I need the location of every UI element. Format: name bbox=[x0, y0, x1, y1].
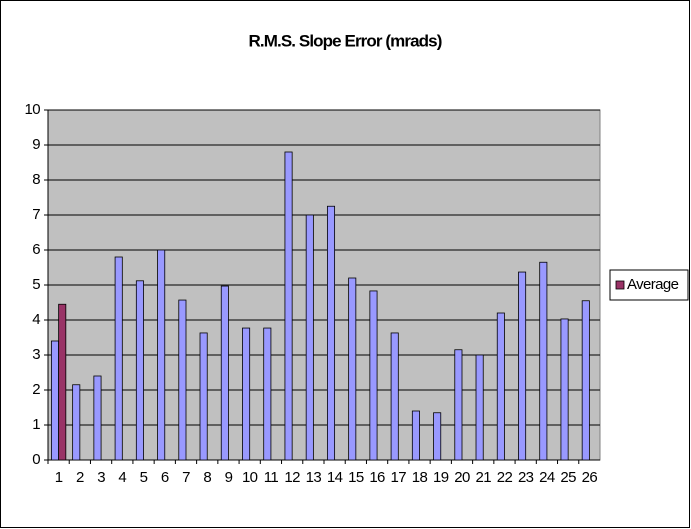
bar bbox=[220, 285, 229, 461]
bar bbox=[114, 256, 123, 461]
bar bbox=[263, 327, 272, 461]
bar bbox=[369, 290, 378, 461]
x-tick-label: 1 bbox=[55, 469, 63, 486]
x-tick-label: 14 bbox=[327, 469, 343, 486]
x-tick-label: 22 bbox=[497, 469, 513, 486]
legend-swatch bbox=[615, 280, 625, 290]
x-tick-label: 11 bbox=[264, 469, 279, 486]
x-tick-label: 26 bbox=[582, 469, 598, 486]
y-tick-label: 3 bbox=[32, 346, 40, 363]
x-tick-label: 6 bbox=[161, 469, 169, 486]
x-tick-label: 7 bbox=[182, 469, 190, 486]
y-tick-label: 6 bbox=[32, 241, 40, 258]
y-tick-label: 4 bbox=[32, 311, 40, 328]
legend-label: Average bbox=[627, 276, 679, 293]
x-tick-label: 16 bbox=[369, 469, 385, 486]
y-tick-label: 1 bbox=[32, 416, 40, 433]
y-tick-label: 8 bbox=[32, 171, 40, 188]
x-tick-label: 5 bbox=[140, 469, 148, 486]
bar bbox=[326, 205, 336, 461]
y-tick-label: 9 bbox=[32, 136, 40, 153]
bar bbox=[72, 384, 81, 461]
x-tick-label: 10 bbox=[242, 469, 258, 486]
x-tick-label: 20 bbox=[454, 469, 470, 486]
x-tick-label: 25 bbox=[560, 469, 576, 486]
bar bbox=[390, 332, 399, 461]
y-tick-label: 0 bbox=[32, 451, 40, 468]
x-tick-label: 19 bbox=[433, 469, 449, 486]
bar bbox=[135, 280, 144, 461]
x-tick-label: 2 bbox=[76, 469, 84, 486]
x-tick-label: 23 bbox=[518, 469, 534, 486]
bar bbox=[496, 312, 505, 461]
x-tick-label: 13 bbox=[306, 469, 322, 486]
chart-title: R.M.S. Slope Error (mrads) bbox=[249, 31, 442, 50]
bar bbox=[433, 412, 442, 461]
y-tick-label: 5 bbox=[32, 276, 40, 293]
bar bbox=[178, 299, 187, 461]
bar bbox=[93, 375, 102, 461]
x-tick-label: 18 bbox=[412, 469, 428, 486]
bar bbox=[581, 300, 590, 461]
bar bbox=[560, 318, 569, 461]
x-tick-label: 15 bbox=[348, 469, 364, 486]
x-tick-label: 21 bbox=[475, 469, 491, 486]
bar bbox=[50, 340, 60, 461]
x-tick-label: 9 bbox=[225, 469, 233, 486]
x-tick-label: 17 bbox=[391, 469, 407, 486]
bar bbox=[454, 349, 463, 461]
bar bbox=[58, 303, 67, 461]
bar bbox=[305, 214, 314, 461]
x-tick-label: 3 bbox=[97, 469, 105, 486]
x-tick-label: 24 bbox=[539, 469, 555, 486]
bar bbox=[157, 249, 166, 461]
bar bbox=[518, 271, 527, 461]
bar bbox=[284, 151, 293, 461]
x-tick-label: 4 bbox=[118, 469, 126, 486]
x-tick-label: 12 bbox=[284, 469, 300, 486]
bar bbox=[539, 261, 548, 461]
bar bbox=[411, 410, 420, 461]
y-tick-label: 10 bbox=[25, 101, 41, 118]
y-tick-label: 2 bbox=[32, 381, 40, 398]
x-tick-label: 8 bbox=[203, 469, 211, 486]
y-tick-label: 7 bbox=[32, 206, 40, 223]
bar bbox=[242, 327, 251, 461]
bar bbox=[475, 354, 484, 461]
bar bbox=[348, 277, 357, 461]
bar bbox=[199, 332, 208, 461]
